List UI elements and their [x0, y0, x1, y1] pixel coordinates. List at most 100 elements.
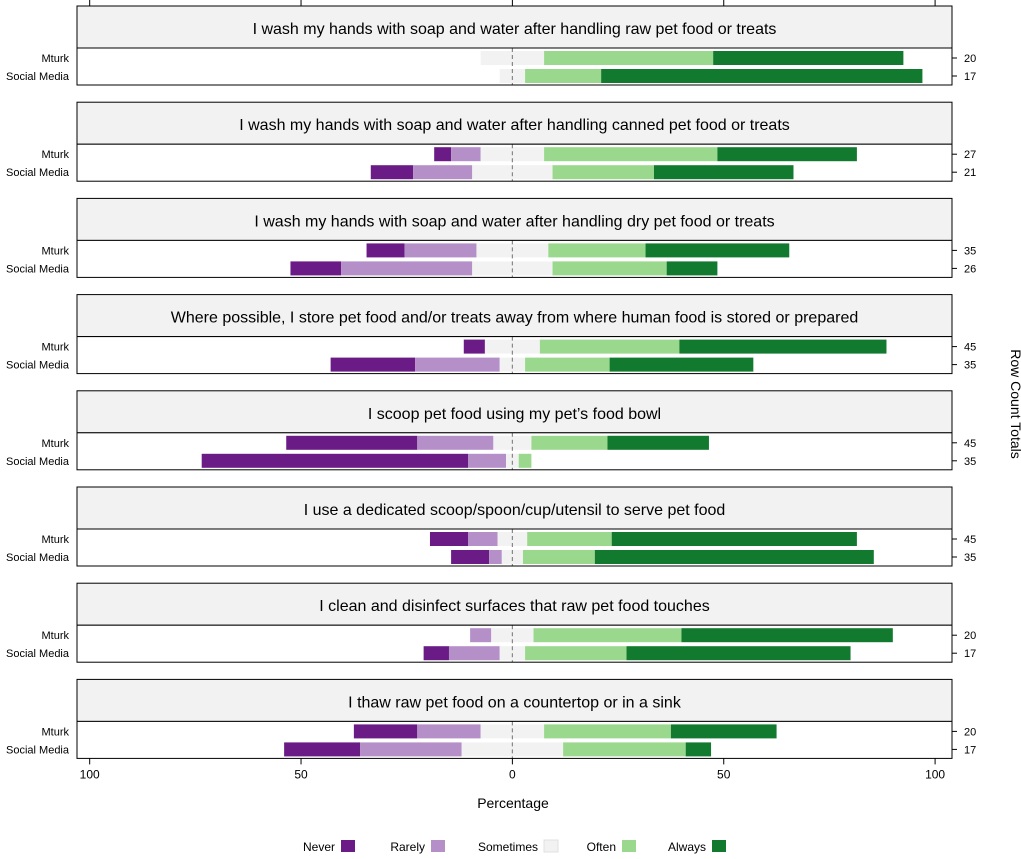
bar-often [527, 532, 612, 546]
bar-rarely [489, 550, 502, 564]
row-label: Social Media [6, 552, 70, 564]
bar-often [548, 243, 646, 258]
bar-never [366, 243, 405, 258]
panel-strip [76, 294, 953, 338]
bar-never [429, 532, 469, 546]
bar-rarely [360, 742, 462, 757]
bar-always [594, 550, 874, 564]
panel-0: I wash my hands with soap and water afte… [6, 5, 976, 86]
row-label: Mturk [42, 342, 70, 354]
bar-rarely [448, 646, 500, 661]
bar-often [544, 51, 714, 65]
legend-swatch-always [712, 840, 726, 852]
legend-label: Sometimes [478, 840, 538, 854]
panel-frame [76, 47, 953, 86]
panel-frame [76, 143, 953, 182]
bar-rarely [451, 147, 481, 162]
panel-title: I use a dedicated scoop/spoon/cup/utensi… [304, 502, 726, 519]
bar-always [685, 742, 712, 757]
bar-always [609, 357, 754, 372]
row-label: Mturk [42, 438, 70, 450]
panel-strip [76, 390, 953, 434]
panel-strip [76, 101, 953, 145]
bar-never [330, 357, 416, 372]
bar-always [653, 165, 794, 180]
panel-6: I clean and disinfect surfaces that raw … [6, 582, 976, 663]
row-total: 45 [964, 534, 976, 546]
bar-never [370, 165, 414, 180]
row-total: 35 [964, 360, 976, 372]
row-label: Social Media [6, 744, 70, 756]
row-total: 17 [964, 648, 976, 660]
x-tick-label: 50 [294, 767, 308, 781]
legend: Never Rarely Sometimes Often Always [303, 839, 726, 854]
panel-title: I wash my hands with soap and water afte… [254, 213, 774, 230]
bar-often [522, 550, 595, 564]
bar-never [423, 646, 449, 661]
bar-often [539, 339, 680, 354]
row-label: Social Media [6, 263, 70, 275]
panel-title: I scoop pet food using my pet’s food bow… [368, 406, 661, 423]
bar-often [525, 357, 610, 372]
row-total: 17 [964, 744, 976, 756]
row-label: Social Media [6, 167, 70, 179]
bar-always [611, 532, 857, 546]
row-label: Mturk [42, 149, 70, 161]
panel-title: I thaw raw pet food on a countertop or i… [348, 694, 682, 711]
bar-never [451, 550, 490, 564]
panel-title: I clean and disinfect surfaces that raw … [319, 598, 709, 615]
panel-title: I wash my hands with soap and water afte… [253, 21, 777, 38]
row-label: Mturk [42, 53, 70, 65]
bar-always [670, 724, 777, 739]
panel-strip [76, 486, 953, 530]
row-label: Mturk [42, 630, 70, 642]
panel-4: I scoop pet food using my pet’s food bow… [6, 390, 976, 471]
bar-often [552, 261, 667, 276]
x-tick-label: 0 [509, 767, 516, 781]
bar-rarely [417, 724, 481, 739]
panel-5: I use a dedicated scoop/spoon/cup/utensi… [6, 486, 976, 567]
row-total: 35 [964, 245, 976, 257]
bar-often [533, 628, 682, 643]
bar-always [626, 646, 851, 661]
bar-never [201, 453, 469, 468]
bar-never [463, 339, 485, 354]
bar-rarely [341, 261, 473, 276]
bar-rarely [468, 532, 498, 546]
row-total: 20 [964, 630, 976, 642]
legend-swatch-never [341, 840, 355, 852]
bar-always [681, 628, 893, 643]
row-total: 21 [964, 167, 976, 179]
bar-often [544, 724, 671, 739]
row-total: 17 [964, 71, 976, 83]
panel-1: I wash my hands with soap and water afte… [6, 101, 976, 182]
panel-frame [76, 432, 953, 471]
bar-often [525, 69, 602, 83]
row-label: Social Media [6, 456, 70, 468]
bar-always [713, 51, 904, 65]
panel-title: I wash my hands with soap and water afte… [239, 117, 790, 134]
row-label: Mturk [42, 245, 70, 257]
row-total: 35 [964, 552, 976, 564]
legend-swatch-sometimes [543, 839, 559, 853]
bar-rarely [404, 243, 477, 258]
bar-always [601, 69, 923, 83]
bar-rarely [468, 453, 507, 468]
panel-strip [76, 582, 953, 626]
bar-never [434, 147, 452, 162]
panel-strip [76, 5, 953, 49]
panel-title: Where possible, I store pet food and/or … [171, 310, 858, 327]
bar-always [607, 435, 709, 450]
row-total: 27 [964, 149, 976, 161]
bar-always [645, 243, 790, 258]
bar-never [284, 742, 361, 757]
bar-often [531, 435, 608, 450]
bar-always [666, 261, 718, 276]
x-tick-label: 100 [925, 767, 945, 781]
row-total: 26 [964, 263, 976, 275]
panel-3: Where possible, I store pet food and/or … [6, 294, 976, 375]
row-label: Social Media [6, 360, 70, 372]
row-label: Mturk [42, 534, 70, 546]
bar-rarely [470, 628, 492, 643]
